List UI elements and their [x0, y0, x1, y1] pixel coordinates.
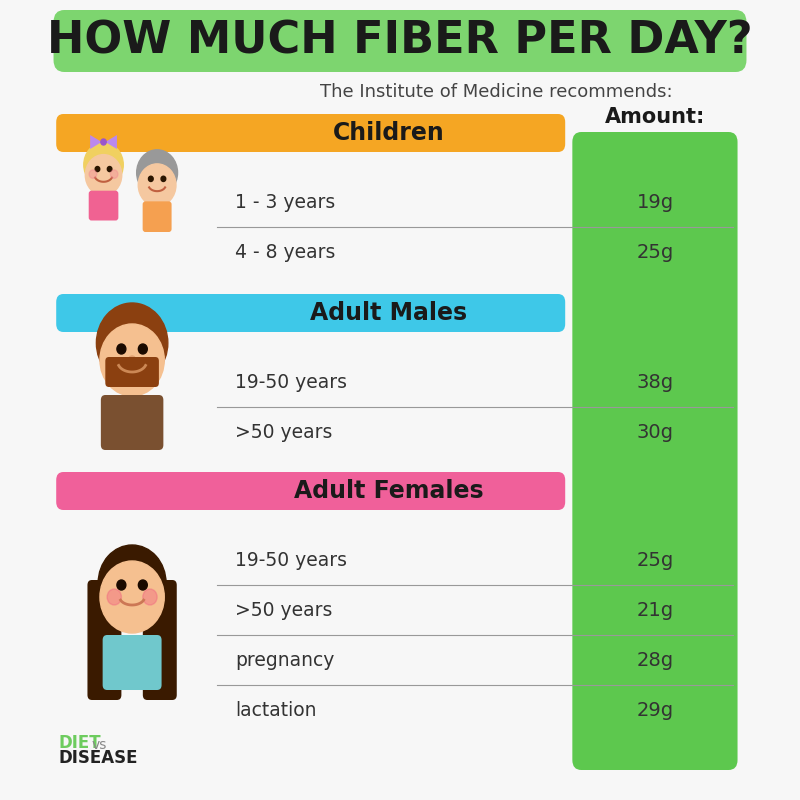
FancyBboxPatch shape [56, 114, 565, 152]
Circle shape [100, 324, 164, 396]
Text: >50 years: >50 years [235, 422, 332, 442]
FancyBboxPatch shape [101, 395, 163, 450]
Circle shape [149, 176, 153, 182]
Text: pregnancy: pregnancy [235, 650, 334, 670]
Text: 19g: 19g [636, 193, 674, 211]
Text: 30g: 30g [637, 422, 674, 442]
Circle shape [101, 139, 106, 145]
Circle shape [84, 142, 123, 187]
Polygon shape [102, 135, 117, 149]
Circle shape [89, 170, 97, 178]
Text: DIET: DIET [59, 734, 102, 752]
Circle shape [143, 589, 157, 605]
Text: >50 years: >50 years [235, 601, 332, 619]
Text: 38g: 38g [636, 373, 674, 391]
FancyBboxPatch shape [572, 132, 738, 770]
Circle shape [110, 170, 118, 178]
FancyBboxPatch shape [143, 580, 177, 700]
Circle shape [100, 561, 164, 633]
Text: Adult Males: Adult Males [310, 301, 467, 325]
FancyBboxPatch shape [102, 635, 162, 690]
FancyBboxPatch shape [89, 190, 118, 221]
Circle shape [117, 580, 126, 590]
Polygon shape [90, 135, 102, 149]
FancyBboxPatch shape [56, 294, 565, 332]
Circle shape [107, 166, 112, 171]
Circle shape [161, 176, 166, 182]
Text: 25g: 25g [636, 550, 674, 570]
Text: lactation: lactation [235, 701, 316, 719]
Circle shape [95, 166, 100, 171]
Text: 25g: 25g [636, 242, 674, 262]
Text: HOW MUCH FIBER PER DAY?: HOW MUCH FIBER PER DAY? [47, 19, 753, 62]
Circle shape [129, 356, 136, 364]
Text: The Institute of Medicine recommends:: The Institute of Medicine recommends: [320, 83, 672, 101]
Text: DISEASE: DISEASE [59, 749, 138, 767]
FancyBboxPatch shape [106, 357, 159, 387]
FancyBboxPatch shape [54, 10, 746, 72]
Text: Amount:: Amount: [605, 107, 705, 127]
Circle shape [107, 589, 122, 605]
Circle shape [138, 164, 176, 206]
Text: 29g: 29g [636, 701, 674, 719]
Circle shape [137, 150, 178, 195]
Circle shape [96, 303, 168, 383]
Circle shape [117, 344, 126, 354]
Text: Children: Children [333, 121, 445, 145]
FancyBboxPatch shape [87, 580, 122, 700]
FancyBboxPatch shape [56, 472, 565, 510]
Text: 19-50 years: 19-50 years [235, 550, 347, 570]
Circle shape [138, 344, 147, 354]
Text: Adult Females: Adult Females [294, 479, 484, 503]
Circle shape [86, 154, 122, 195]
Text: 19-50 years: 19-50 years [235, 373, 347, 391]
Circle shape [138, 580, 147, 590]
Text: 21g: 21g [636, 601, 674, 619]
Text: vs: vs [92, 738, 107, 752]
FancyBboxPatch shape [142, 202, 171, 232]
Text: 28g: 28g [636, 650, 674, 670]
Text: 4 - 8 years: 4 - 8 years [235, 242, 335, 262]
Text: 1 - 3 years: 1 - 3 years [235, 193, 335, 211]
Circle shape [98, 545, 166, 621]
